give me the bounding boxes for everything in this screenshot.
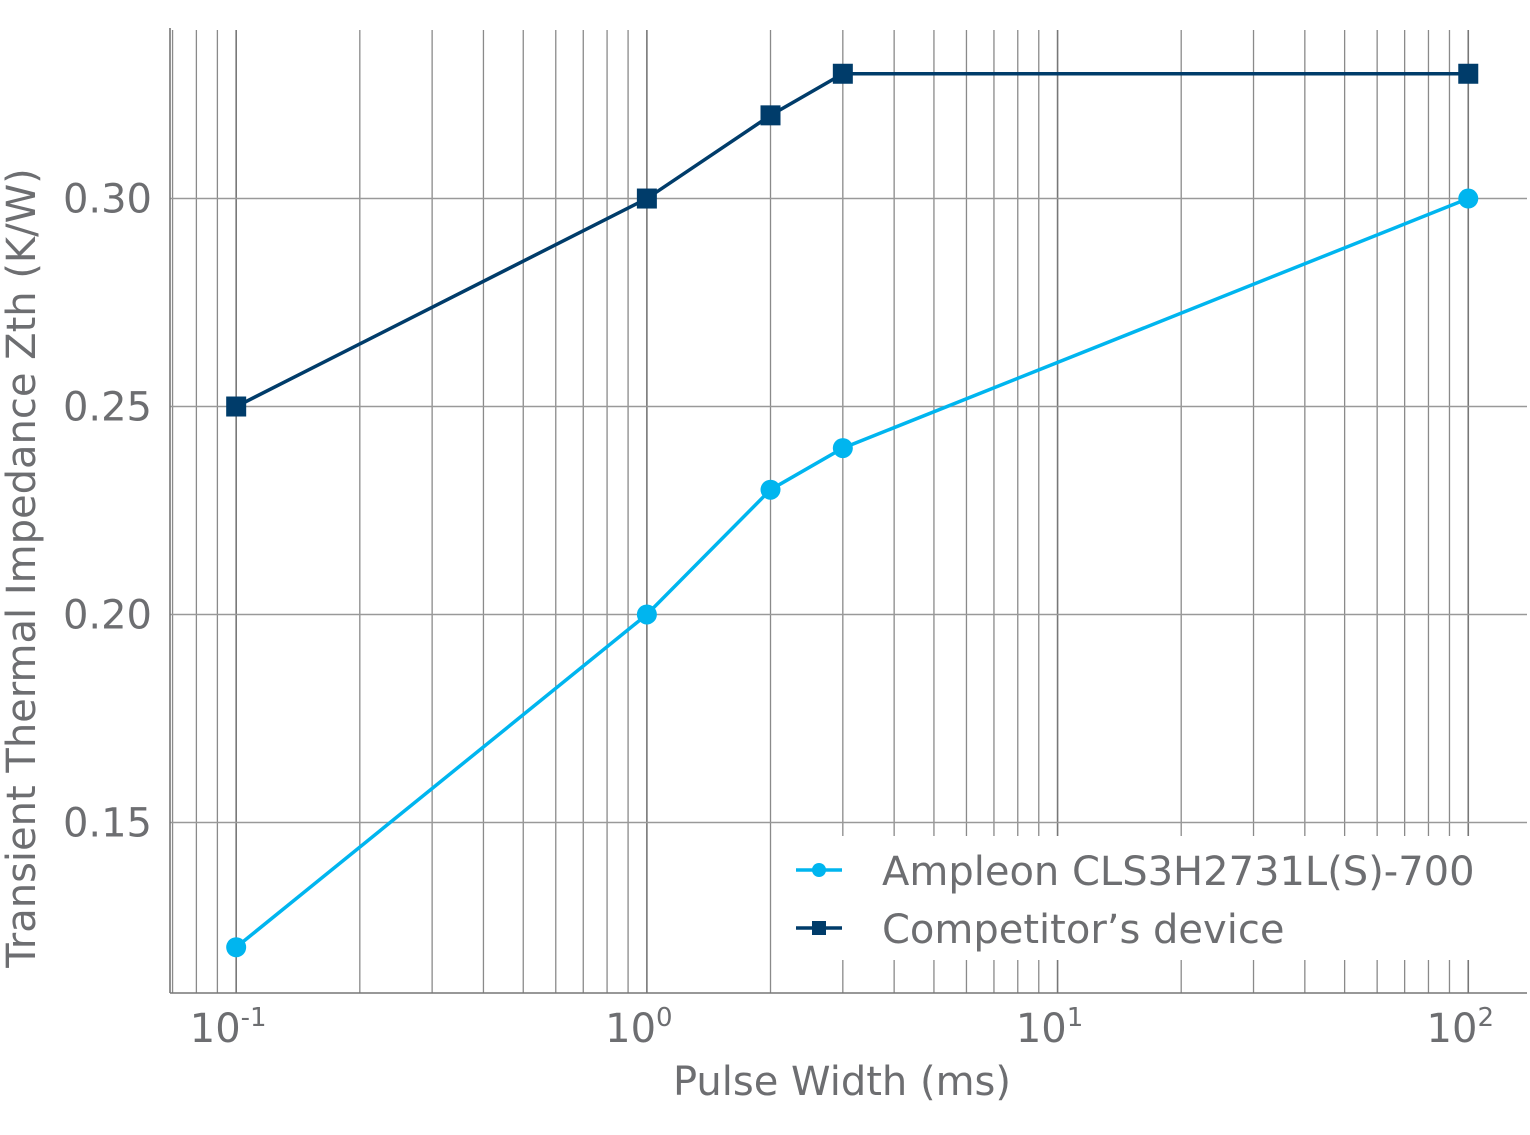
legend-label: Competitor’s device <box>882 907 1284 953</box>
data-point <box>832 63 853 84</box>
legend-background <box>780 836 1526 960</box>
series-line <box>235 72 1469 409</box>
x-tick-label: 100 <box>605 1003 672 1052</box>
data-point <box>226 396 247 417</box>
data-point <box>1458 188 1479 209</box>
data-point <box>832 438 853 459</box>
data-point <box>1458 63 1479 84</box>
series-layer <box>226 63 1479 958</box>
legend-label: Ampleon CLS3H2731L(S)-700 <box>882 849 1475 895</box>
x-axis-label: Pulse Width (ms) <box>673 1059 1011 1105</box>
data-point <box>760 479 781 500</box>
x-tick-label: 102 <box>1427 1003 1494 1052</box>
legend-marker <box>812 863 826 877</box>
data-point <box>760 105 781 126</box>
axes: 0.15 0.20 0.25 0.30 10-1 100 101 102 <box>63 28 1527 1052</box>
y-tick-label: 0.15 <box>63 800 152 846</box>
data-point <box>226 937 247 958</box>
grid <box>170 30 1527 993</box>
x-tick-label: 101 <box>1016 1003 1083 1052</box>
legend: Ampleon CLS3H2731L(S)-700 Competitor’s de… <box>796 849 1475 953</box>
y-tick-label: 0.25 <box>63 385 152 431</box>
y-tick-label: 0.20 <box>63 592 152 638</box>
series-line <box>235 196 1469 949</box>
x-tick-label: 10-1 <box>190 1003 267 1052</box>
data-point <box>636 604 657 625</box>
legend-marker <box>812 921 826 935</box>
y-tick-label: 0.30 <box>63 177 152 223</box>
data-point <box>636 188 657 209</box>
y-axis-label: Transient Thermal Impedance Zth (K/W) <box>0 168 45 969</box>
